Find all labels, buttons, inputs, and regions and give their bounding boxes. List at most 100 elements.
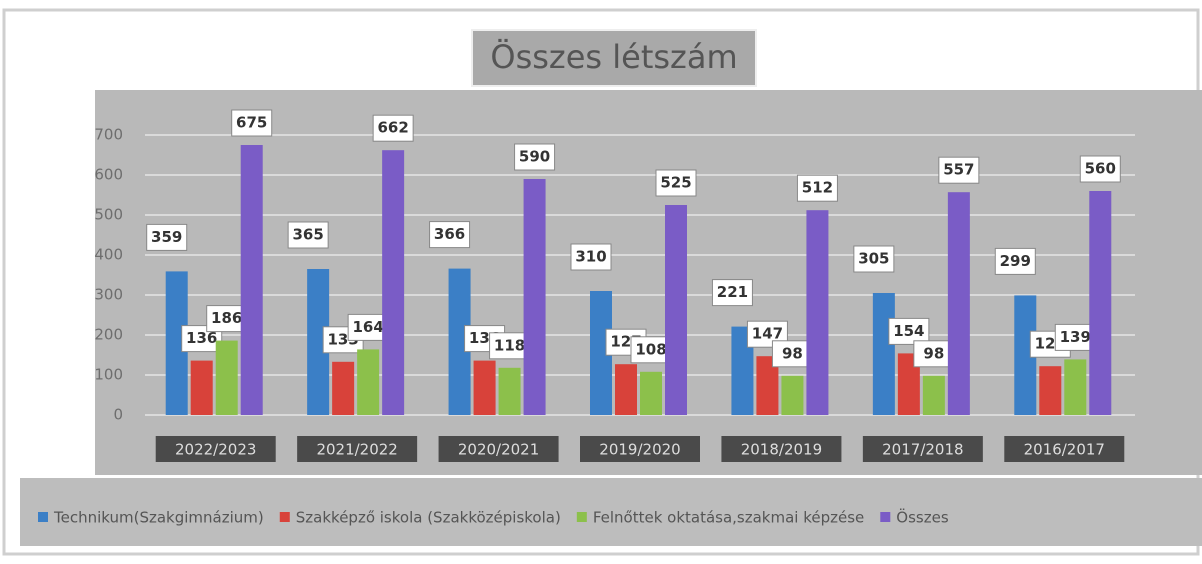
bar bbox=[615, 364, 637, 415]
category-box bbox=[862, 436, 983, 462]
bar bbox=[498, 367, 521, 415]
data-label-box bbox=[372, 114, 414, 142]
bar bbox=[165, 271, 188, 415]
legend-label: Összes bbox=[896, 508, 949, 527]
x-tick-label: 2020/2021 bbox=[458, 441, 539, 459]
data-label-box bbox=[146, 223, 188, 251]
x-tick-label: 2016/2017 bbox=[1024, 441, 1105, 459]
bar bbox=[215, 340, 238, 415]
y-tick-label: 700 bbox=[94, 126, 123, 144]
data-label-box bbox=[913, 340, 955, 368]
legend-swatch bbox=[576, 512, 587, 522]
category-box bbox=[155, 436, 276, 462]
data-label-box bbox=[489, 332, 531, 360]
data-label-box bbox=[655, 169, 697, 197]
data-label: 590 bbox=[519, 148, 550, 166]
data-label: 118 bbox=[494, 336, 525, 354]
bar bbox=[640, 371, 662, 415]
y-tick-label: 500 bbox=[94, 206, 123, 224]
bar bbox=[1014, 295, 1037, 415]
data-label: 525 bbox=[660, 174, 691, 192]
data-label: 108 bbox=[635, 340, 666, 358]
bar bbox=[922, 375, 945, 415]
data-label-box bbox=[938, 156, 980, 184]
bar bbox=[448, 268, 471, 415]
bar bbox=[731, 326, 754, 415]
y-tick-label: 100 bbox=[94, 366, 123, 384]
data-label: 136 bbox=[186, 329, 217, 347]
y-tick-label: 0 bbox=[113, 406, 123, 424]
data-label: 299 bbox=[1000, 252, 1031, 270]
data-label: 186 bbox=[211, 309, 242, 327]
category-box bbox=[297, 436, 418, 462]
data-label-box bbox=[231, 109, 273, 137]
legend-label: Szakképző iskola (Szakközépiskola) bbox=[296, 509, 561, 527]
y-tick-label: 600 bbox=[94, 166, 123, 184]
legend-label: Felnőttek oktatása,szakmai képzése bbox=[593, 509, 864, 527]
data-label-box bbox=[570, 243, 612, 271]
bar bbox=[307, 269, 330, 415]
category-box bbox=[1004, 436, 1125, 462]
data-label: 139 bbox=[1060, 328, 1091, 346]
data-label-box bbox=[287, 221, 329, 249]
x-tick-label: 2022/2023 bbox=[175, 441, 256, 459]
bar bbox=[1089, 191, 1112, 415]
bar bbox=[240, 145, 263, 415]
data-label: 512 bbox=[802, 179, 833, 197]
bar bbox=[357, 349, 380, 415]
y-tick-label: 300 bbox=[94, 286, 123, 304]
data-label: 147 bbox=[752, 325, 783, 343]
bar bbox=[756, 356, 779, 415]
data-label: 221 bbox=[717, 283, 748, 301]
data-label-box bbox=[853, 245, 895, 273]
data-label: 675 bbox=[236, 114, 267, 132]
legend-area bbox=[20, 478, 1202, 546]
title-box bbox=[471, 29, 757, 87]
data-label: 365 bbox=[292, 226, 323, 244]
bar bbox=[190, 360, 213, 415]
legend-swatch bbox=[880, 512, 891, 522]
data-label: 310 bbox=[575, 248, 606, 266]
data-label: 154 bbox=[893, 322, 924, 340]
y-tick-label: 200 bbox=[94, 326, 123, 344]
bar bbox=[590, 291, 612, 415]
data-label: 359 bbox=[151, 228, 182, 246]
legend-swatch bbox=[279, 512, 290, 522]
bar bbox=[1039, 366, 1062, 415]
data-label-box bbox=[771, 340, 813, 368]
data-label: 557 bbox=[943, 161, 974, 179]
data-label-box bbox=[1054, 323, 1096, 351]
bar bbox=[947, 192, 970, 415]
data-label-box bbox=[796, 174, 838, 202]
data-label: 366 bbox=[434, 225, 465, 243]
bar bbox=[523, 179, 546, 415]
data-label: 98 bbox=[782, 344, 803, 362]
data-label-box bbox=[711, 279, 753, 307]
x-tick-label: 2018/2019 bbox=[741, 441, 822, 459]
x-tick-label: 2021/2022 bbox=[316, 441, 397, 459]
data-label: 98 bbox=[923, 344, 944, 362]
data-label: 560 bbox=[1085, 160, 1116, 178]
x-tick-label: 2019/2020 bbox=[599, 441, 680, 459]
bar bbox=[897, 353, 920, 415]
chart-title: Összes létszám bbox=[490, 38, 737, 76]
bar bbox=[1064, 359, 1087, 415]
data-label-box bbox=[994, 247, 1036, 275]
bar bbox=[332, 361, 355, 415]
data-label-box bbox=[888, 317, 930, 345]
bar bbox=[806, 210, 829, 415]
bar bbox=[382, 150, 405, 415]
data-label-box bbox=[514, 143, 556, 171]
data-label-box bbox=[1079, 155, 1121, 183]
data-label: 305 bbox=[858, 250, 889, 268]
category-box bbox=[580, 436, 700, 462]
bar bbox=[665, 205, 687, 415]
data-label: 164 bbox=[352, 318, 383, 336]
bar bbox=[781, 375, 804, 415]
legend-swatch bbox=[38, 512, 48, 522]
y-tick-label: 400 bbox=[94, 246, 123, 264]
legend-label: Technikum(Szakgimnázium) bbox=[53, 509, 264, 527]
x-tick-label: 2017/2018 bbox=[882, 441, 963, 459]
bar bbox=[473, 360, 496, 415]
